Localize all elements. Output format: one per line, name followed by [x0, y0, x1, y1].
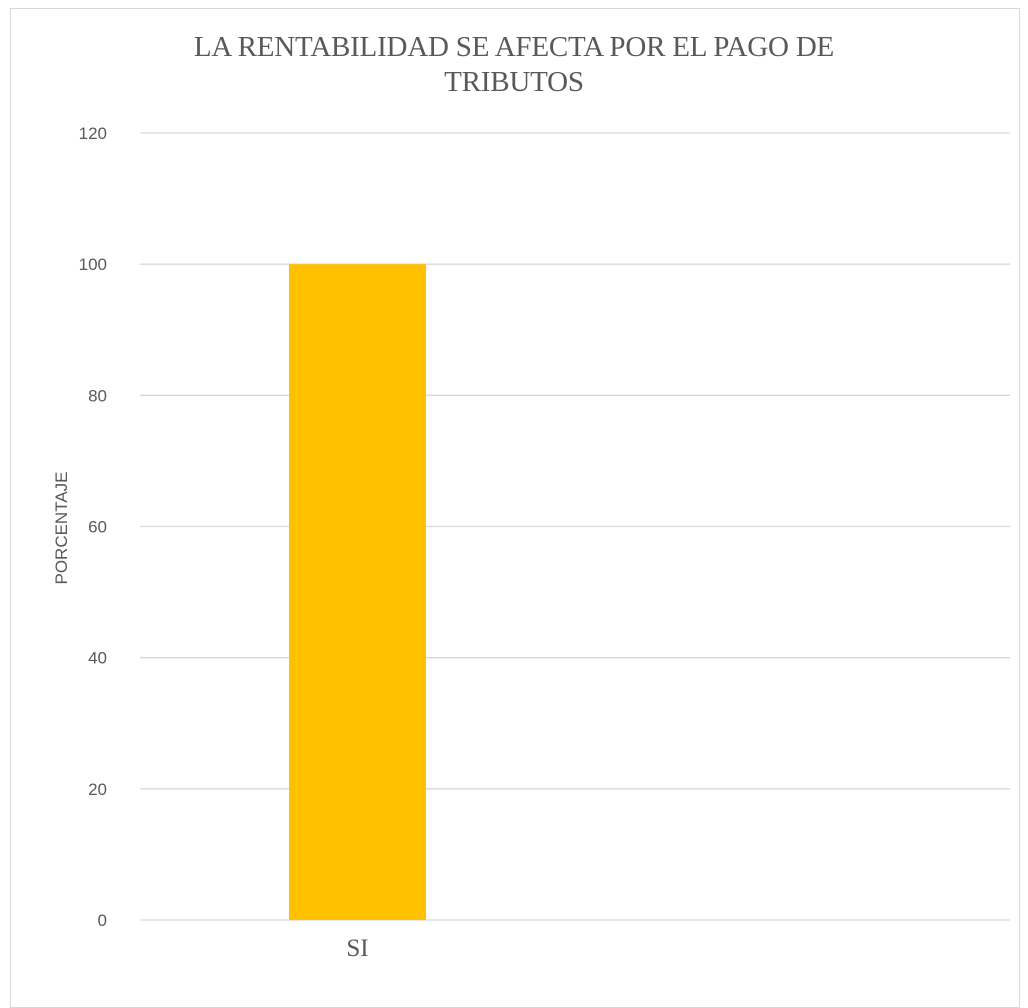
y-tick-labels: 0 20 40 60 80 100 120 [79, 124, 107, 930]
bars [289, 264, 426, 920]
y-tick-label-80: 80 [88, 386, 107, 405]
y-tick-label-20: 20 [88, 780, 107, 799]
gridlines [140, 133, 1010, 920]
y-tick-label-40: 40 [88, 649, 107, 668]
y-tick-label-120: 120 [79, 124, 107, 143]
bar-si [289, 264, 426, 920]
y-tick-label-0: 0 [98, 911, 107, 930]
y-tick-label-100: 100 [79, 255, 107, 274]
y-tick-label-60: 60 [88, 518, 107, 537]
x-category-label-si: SI [346, 935, 368, 962]
x-category-labels: SI [346, 935, 368, 962]
